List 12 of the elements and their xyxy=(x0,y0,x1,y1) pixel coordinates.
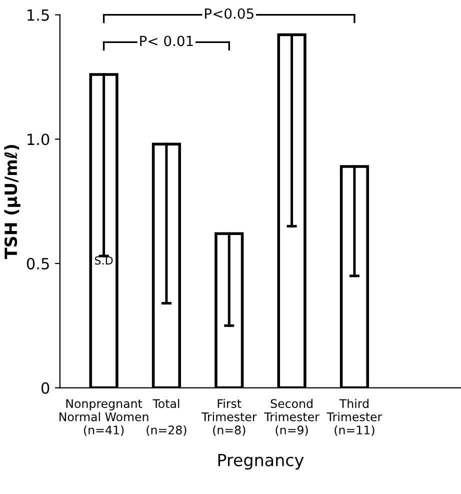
y-tick-label: 1.5 xyxy=(28,9,49,21)
annotation: P<0.05 xyxy=(205,8,254,19)
y-tick-label: 0.5 xyxy=(26,258,49,270)
x-tick-label: First Trimester (n=8) xyxy=(201,398,257,436)
y-axis-title: TSH (μU/mℓ) xyxy=(4,145,20,259)
y-tick-label: 0 xyxy=(41,382,50,394)
x-tick-label: Third Trimester (n=11) xyxy=(326,398,382,436)
y-tick-label: 1.0 xyxy=(28,134,50,146)
annotation: S.D xyxy=(94,256,113,265)
x-axis-title: Pregnancy xyxy=(218,454,304,470)
annotation: P< 0.01 xyxy=(140,36,193,46)
x-tick-label: Second Trimester (n=9) xyxy=(264,398,320,436)
